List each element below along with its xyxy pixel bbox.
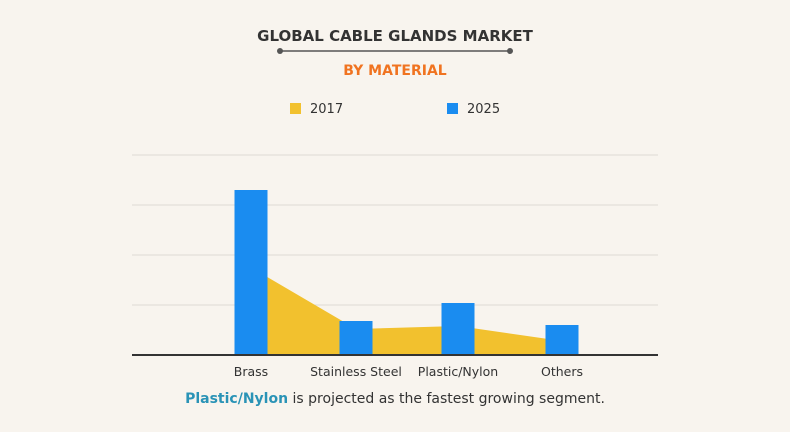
legend-swatch-2025: [447, 103, 458, 114]
bar-2025: [545, 325, 579, 355]
x-tick-labels: Brass Stainless Steel Plastic/Nylon Othe…: [234, 364, 583, 379]
x-tick-label: Stainless Steel: [310, 364, 402, 379]
legend: 2017 2025: [290, 102, 500, 117]
x-tick-label: Brass: [234, 364, 268, 379]
footnote-highlight: Plastic/Nylon: [185, 391, 289, 407]
area-2017: [251, 267, 562, 355]
x-tick-label: Plastic/Nylon: [418, 364, 498, 379]
footnote-text: is projected as the fastest growing segm…: [288, 391, 605, 407]
title-underline: [277, 48, 513, 54]
legend-label-2025: 2025: [467, 102, 500, 117]
chart-subtitle: BY MATERIAL: [343, 63, 447, 79]
series-2025-bars: [234, 190, 579, 355]
gridlines: [132, 154, 658, 306]
bar-2025: [441, 303, 475, 355]
legend-label-2017: 2017: [310, 102, 343, 117]
bar-2025: [339, 321, 373, 355]
chart-title: GLOBAL CABLE GLANDS MARKET: [257, 27, 533, 45]
bar-2025: [234, 190, 268, 355]
legend-swatch-2017: [290, 103, 301, 114]
x-tick-label: Others: [541, 364, 583, 379]
series-2017-area: [251, 267, 562, 355]
footnote: Plastic/Nylon is projected as the fastes…: [0, 391, 790, 407]
